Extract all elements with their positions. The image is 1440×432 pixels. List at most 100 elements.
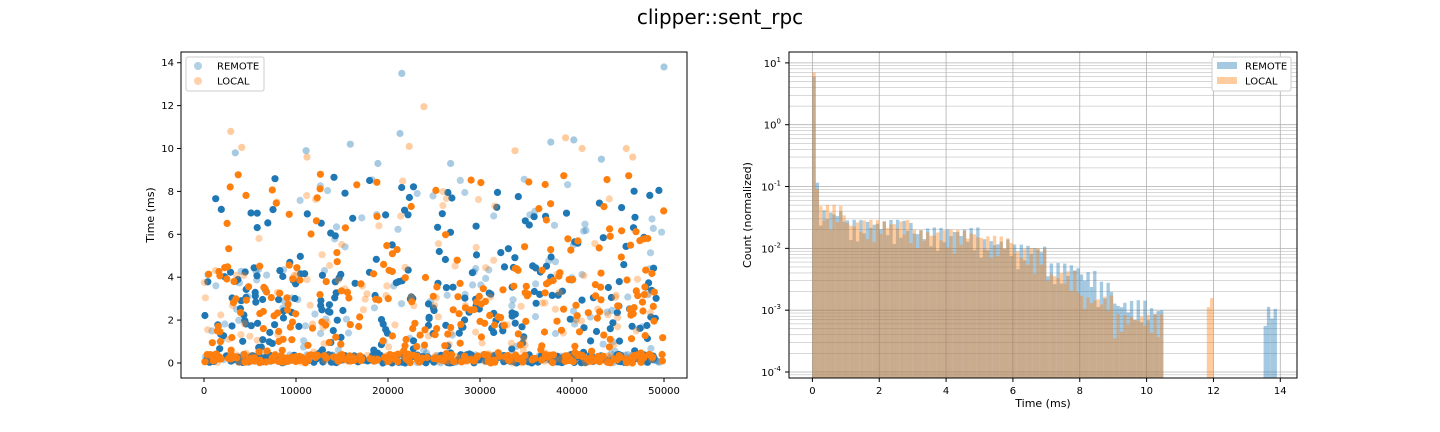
scatter-point-remote: [337, 333, 345, 341]
scatter-point-local: [242, 296, 250, 304]
scatter-point-local: [611, 293, 620, 301]
histogram-bar-local: [845, 223, 850, 378]
scatter-point-remote: [444, 188, 452, 197]
histogram-bar-remote: [969, 227, 973, 378]
scatter-point-remote: [604, 283, 613, 292]
scatter-point-local: [318, 251, 326, 259]
scatter-point-remote: [487, 290, 495, 298]
histogram-bar-local: [829, 229, 833, 378]
scatter-point-local: [643, 351, 651, 359]
scatter-point-local: [640, 291, 648, 299]
scatter-point-remote: [558, 287, 567, 295]
scatter-point-local: [303, 192, 311, 200]
histogram-bar-local: [819, 206, 823, 378]
histogram-bar-remote: [1270, 318, 1274, 378]
scatter-point-remote: [239, 337, 247, 345]
histogram-bar-local: [1029, 248, 1033, 378]
histogram-bar-local: [999, 236, 1003, 378]
scatter-point-local: [380, 260, 388, 268]
histogram-bar-local: [932, 235, 937, 378]
scatter-point-local: [234, 171, 242, 179]
scatter-point-local: [357, 280, 365, 288]
scatter-point-remote: [587, 337, 595, 345]
scatter-point-local: [343, 288, 352, 296]
scatter-point-local: [338, 240, 346, 249]
scatter-point-local: [479, 285, 487, 293]
scatter-point-remote: [551, 329, 560, 338]
histogram-bar-remote: [1109, 292, 1114, 378]
histogram-bar-remote: [1066, 275, 1070, 378]
histogram-axes-frame: [788, 51, 1298, 379]
scatter-point-local: [407, 293, 415, 301]
scatter-point-local: [337, 287, 346, 295]
scatter-point-remote: [580, 227, 588, 235]
scatter-point-remote: [216, 345, 224, 353]
histogram-bar-remote: [959, 236, 963, 378]
scatter-point-remote: [358, 214, 366, 222]
histogram-bar-remote: [1113, 303, 1117, 378]
scatter-point-remote: [259, 295, 267, 304]
scatter-point-local: [497, 313, 505, 322]
histogram-bar-remote: [1009, 255, 1013, 378]
histogram-bar-remote: [989, 241, 993, 378]
histogram-bar-local: [1026, 264, 1030, 378]
histogram-bar-remote: [1146, 320, 1150, 378]
scatter-point-local: [227, 351, 235, 359]
scatter-point-remote: [551, 258, 560, 266]
scatter-point-remote: [226, 268, 235, 276]
histogram-bar-local: [1133, 320, 1137, 378]
histogram-bar-remote: [1273, 308, 1277, 378]
scatter-point-remote: [382, 211, 390, 219]
scatter-point-local: [216, 272, 224, 280]
scatter-legend: REMOTE LOCAL: [185, 56, 265, 92]
scatter-point-local: [337, 340, 345, 348]
scatter-point-remote: [370, 304, 378, 312]
histogram-bar-local: [976, 237, 980, 378]
histogram-bar-local: [1022, 249, 1027, 378]
histogram-bar-local: [852, 226, 856, 378]
scatter-point-local: [556, 355, 565, 363]
scatter-panel: 0 10000 20000 30000 40000 50000 0 2 4 6 8 10 12 14 T…: [144, 51, 688, 397]
scatter-point-remote: [303, 210, 311, 218]
histogram-bar-remote: [1129, 300, 1134, 378]
histogram-bar-local: [882, 221, 886, 378]
scatter-point-remote: [241, 268, 249, 276]
scatter-point-local: [415, 357, 423, 365]
histogram-bar-local: [992, 235, 997, 378]
histogram-bar-remote: [1056, 263, 1060, 378]
histogram-bar-local: [889, 224, 893, 378]
scatter-point-local: [316, 185, 324, 193]
scatter-point-local: [270, 312, 278, 320]
scatter-point-remote: [331, 278, 339, 286]
scatter-point-remote: [550, 221, 559, 229]
scatter-point-remote: [204, 278, 212, 286]
histogram-bar-local: [815, 189, 820, 378]
scatter-point-local: [325, 338, 333, 347]
scatter-point-local: [605, 195, 613, 203]
scatter-point-local: [594, 305, 602, 313]
scatter-point-local: [373, 178, 381, 186]
histogram-bar-remote: [892, 244, 896, 378]
scatter-point-local: [507, 339, 515, 347]
scatter-point-local: [622, 359, 631, 367]
scatter-point-remote: [647, 344, 655, 353]
scatter-point-local: [333, 258, 341, 266]
scatter-point-remote: [253, 209, 261, 217]
scatter-point-remote: [570, 136, 578, 144]
scatter-point-remote: [485, 266, 493, 274]
histogram-bar-remote: [1266, 306, 1271, 378]
histogram-bar-local: [872, 242, 876, 378]
scatter-point-remote: [279, 314, 288, 322]
scatter-point-remote: [638, 323, 646, 331]
scatter-point-remote: [618, 204, 626, 212]
histogram-y-tick-label: 10-3: [761, 303, 781, 317]
histogram-bar-local: [1129, 317, 1134, 378]
histogram-bar-remote: [979, 257, 983, 378]
histogram-ylabel: Count (normalized): [741, 162, 754, 268]
scatter-point-remote: [615, 337, 624, 345]
scatter-point-local: [447, 329, 455, 337]
histogram-bar-remote: [855, 241, 860, 378]
scatter-point-local: [560, 305, 568, 313]
scatter-point-local: [490, 321, 499, 329]
histogram-x-tick-label: 2: [876, 386, 882, 397]
